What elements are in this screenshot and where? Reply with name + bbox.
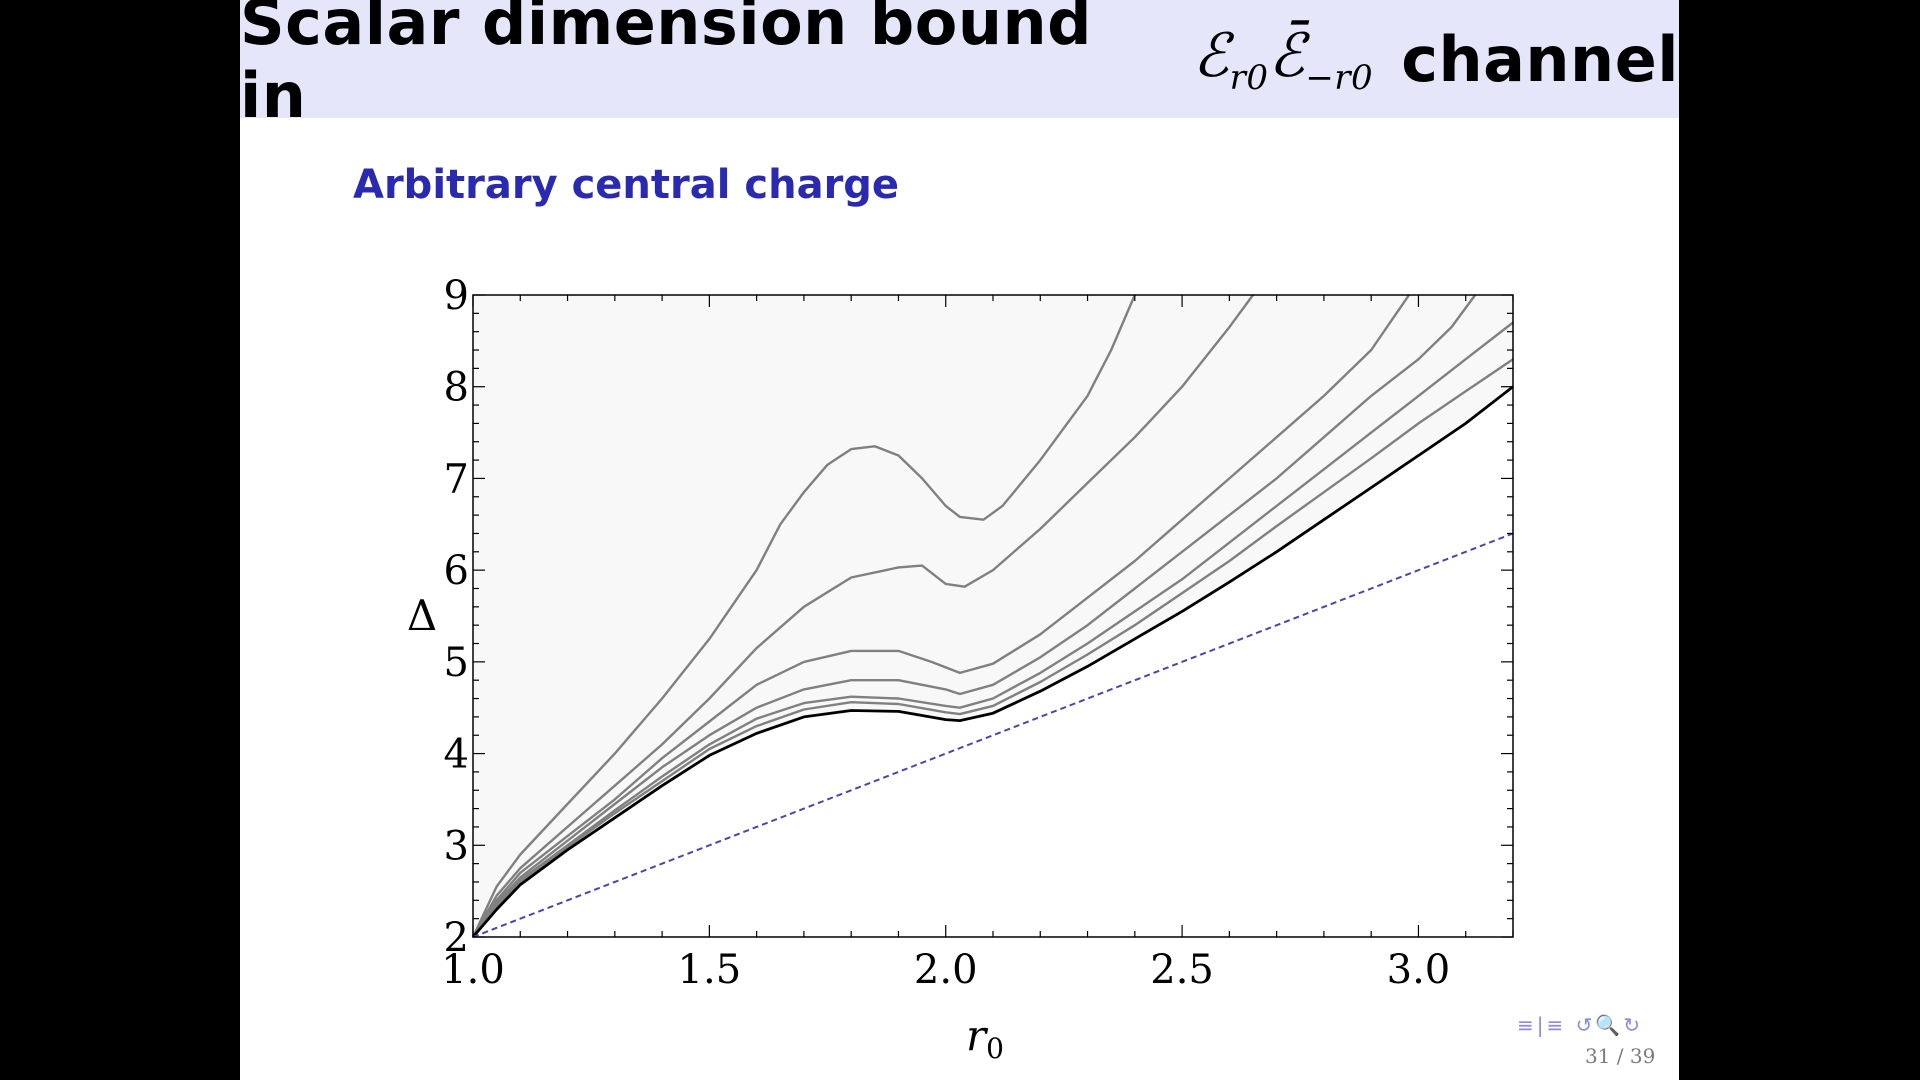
chart: 1.0 1.5 2.0 2.5 3.0 2 3 4 5 6 7 8 9 r0 Δ <box>407 273 1514 1065</box>
y-tick-label: 5 <box>444 640 469 686</box>
page-number: 31 / 39 <box>1585 1044 1656 1068</box>
bound-curve-5 <box>472 321 1514 938</box>
y-axis-label: Δ <box>407 591 437 640</box>
x-axis-label: r0 <box>966 1011 1004 1065</box>
tick-labels: 1.0 1.5 2.0 2.5 3.0 2 3 4 5 6 7 8 9 <box>441 273 1450 993</box>
y-tick-label: 8 <box>444 365 469 411</box>
title-suffix: channel <box>1401 22 1679 96</box>
beamer-nav-controls[interactable]: ≡|≡ ↺🔍↻ <box>1517 1013 1644 1037</box>
y-tick-label: 6 <box>444 548 469 594</box>
bound-curve-4 <box>472 294 1477 938</box>
y-tick-label: 2 <box>444 915 469 961</box>
y-tick-label: 3 <box>444 823 469 869</box>
title-prefix: Scalar dimension bound in <box>240 0 1093 132</box>
slide: Scalar dimension bound in ℰr0ℰ̄−r0 chann… <box>240 0 1679 1080</box>
title-math: ℰr0ℰ̄−r0 <box>1193 21 1373 98</box>
title-math-e: ℰ <box>1192 20 1230 91</box>
slide-title: Scalar dimension bound in ℰr0ℰ̄−r0 chann… <box>240 0 1679 132</box>
y-tick-label: 4 <box>444 732 469 778</box>
y-tick-label: 7 <box>444 456 469 502</box>
slide-subtitle: Arbitrary central charge <box>353 162 900 208</box>
title-math-ebar: ℰ̄ <box>1268 20 1306 91</box>
excluded-region <box>473 386 1513 937</box>
x-tick-label: 1.0 <box>441 947 505 993</box>
y-tick-label: 9 <box>444 273 469 319</box>
x-tick-label: 2.5 <box>1150 947 1214 993</box>
x-tick-label: 1.5 <box>678 947 742 993</box>
dashed-reference-line <box>472 532 1514 938</box>
series-layer <box>471 294 1514 938</box>
x-tick-label: 2.0 <box>914 947 978 993</box>
bound-curve-2 <box>471 294 1254 938</box>
bound-curve-black <box>471 385 1514 938</box>
plot-frame <box>472 294 1514 938</box>
title-bar <box>240 0 1679 118</box>
title-math-sub1: r0 <box>1229 57 1269 98</box>
bound-curve-6 <box>472 358 1514 938</box>
bound-curve-3 <box>471 294 1410 938</box>
title-math-sub2: −r0 <box>1305 57 1374 98</box>
bound-curve-1 <box>471 294 1136 938</box>
x-tick-label: 3.0 <box>1387 947 1451 993</box>
